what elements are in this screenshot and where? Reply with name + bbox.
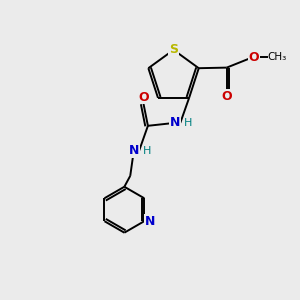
Text: O: O [138, 91, 149, 104]
Text: N: N [129, 144, 139, 157]
Text: CH₃: CH₃ [268, 52, 287, 62]
Text: O: O [221, 90, 232, 103]
Text: H: H [143, 146, 152, 156]
Text: O: O [249, 51, 260, 64]
Text: S: S [169, 44, 178, 56]
Text: H: H [184, 118, 193, 128]
Text: N: N [145, 215, 155, 228]
Text: N: N [170, 116, 180, 129]
